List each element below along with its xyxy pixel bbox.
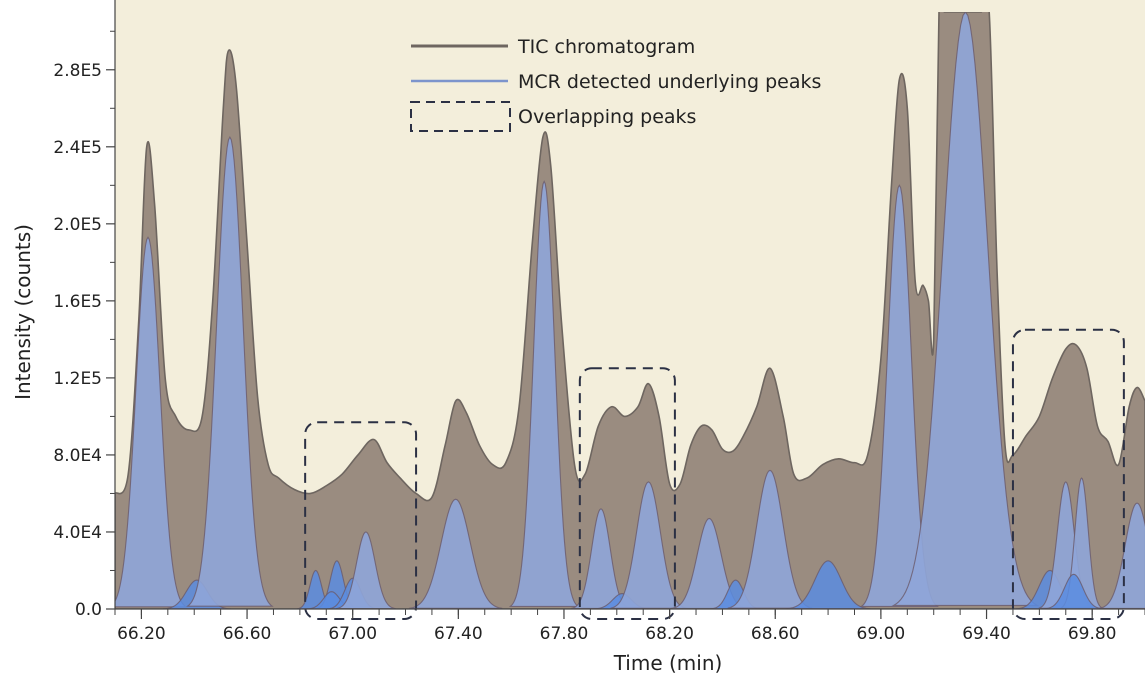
y-tick-label: 8.0E4	[53, 446, 102, 466]
legend-tic-label: TIC chromatogram	[517, 36, 695, 58]
mcr-peak	[1098, 502, 1145, 609]
y-axis-title: Intensity (counts)	[11, 224, 35, 400]
y-tick-label: 0.0	[75, 600, 102, 620]
y-tick-label: 2.0E5	[53, 215, 102, 235]
overlap-box	[578, 367, 676, 620]
y-tick-label: 2.8E5	[53, 61, 102, 81]
y-tick-label: 1.2E5	[53, 369, 102, 389]
x-ticks: 66.20 66.60 67.00 67.40 67.80 68.20 68.60 69.00…	[114, 609, 1145, 644]
mcr-peak	[508, 180, 580, 607]
x-tick-label: 69.40	[962, 624, 1011, 644]
overlap-box	[304, 421, 418, 620]
mcr-peak	[115, 236, 188, 608]
x-tick-label: 67.00	[328, 624, 377, 644]
mcr-peak	[891, 12, 1040, 606]
x-tick-label: 69.00	[857, 624, 906, 644]
x-axis-title: Time (min)	[613, 651, 723, 675]
axes	[114, 0, 1145, 610]
mcr-peak	[409, 498, 503, 609]
legend-overlap-swatch	[410, 101, 511, 132]
y-tick-label: 4.0E4	[53, 523, 102, 543]
x-tick-label: 69.80	[1068, 624, 1117, 644]
x-tick-label: 66.20	[117, 624, 166, 644]
x-tick-label: 68.60	[751, 624, 800, 644]
y-ticks: 0.0 4.0E4 8.0E4 1.2E5 1.6E5 2.0E5 2.4E5 2.8E5	[53, 30, 115, 620]
x-tick-label: 67.80	[540, 624, 589, 644]
overlap-boxes	[304, 328, 1125, 620]
mcr-peaks-group	[115, 12, 1145, 609]
x-tick-label: 67.40	[434, 624, 483, 644]
mcr-peak	[727, 469, 813, 609]
legend-overlap-label: Overlapping peaks	[518, 106, 696, 128]
legend: TIC chromatogram MCR detected underlying…	[410, 36, 821, 132]
x-tick-label: 66.60	[223, 624, 272, 644]
mcr-peak	[785, 560, 871, 609]
overlap-box	[1011, 328, 1125, 620]
mcr-peak	[1044, 573, 1104, 609]
x-tick-label: 68.20	[645, 624, 694, 644]
y-tick-label: 2.4E5	[53, 138, 102, 158]
mcr-peak	[336, 531, 396, 609]
mcr-peak	[186, 135, 274, 607]
legend-mcr-label: MCR detected underlying peaks	[518, 71, 821, 93]
y-tick-label: 1.6E5	[53, 292, 102, 312]
